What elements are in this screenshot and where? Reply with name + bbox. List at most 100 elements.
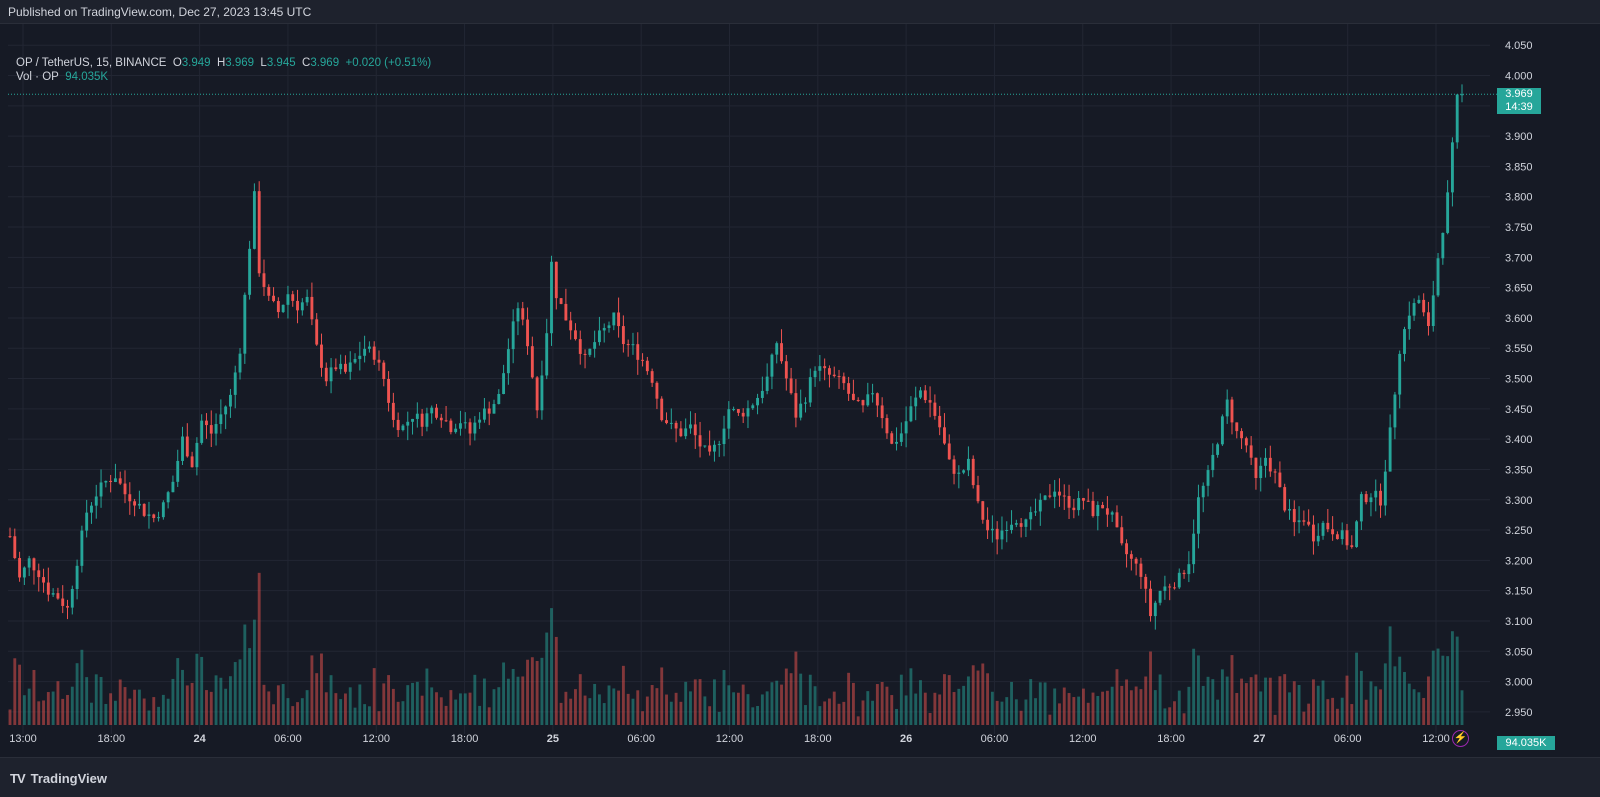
candle-body [727, 409, 731, 429]
volume-bar [444, 705, 448, 725]
candle-body [406, 421, 410, 426]
volume-bar [435, 692, 438, 725]
volume-bar [147, 710, 151, 725]
candle-body [909, 406, 913, 422]
candle-body [1355, 521, 1359, 547]
candle-body [1029, 512, 1033, 520]
candle-body [315, 319, 319, 345]
volume-bar [856, 716, 860, 725]
volume-bar [1244, 683, 1248, 725]
candle-body [1388, 427, 1392, 472]
candle-body [1254, 457, 1258, 479]
volume-bar [612, 688, 616, 725]
volume-bar [712, 679, 716, 725]
volume-bar [90, 702, 93, 725]
volume-bar [990, 691, 994, 725]
volume-bar [986, 673, 990, 725]
volume-bar [157, 706, 160, 725]
price-axis[interactable]: 4.0504.0003.9503.9003.8503.8003.7503.700… [1505, 40, 1533, 719]
price-chart[interactable]: 4.0504.0003.9503.9003.8503.8003.7503.700… [0, 24, 1600, 757]
candle-body [1273, 471, 1277, 473]
candle-body [1024, 519, 1028, 527]
volume-bar [621, 665, 625, 725]
volume-bar [1058, 703, 1061, 725]
candle-body [459, 423, 462, 429]
candle-body [607, 325, 611, 328]
candle-body [698, 435, 702, 447]
volume-bar [459, 693, 462, 725]
candle-body [564, 303, 568, 321]
candle-body [554, 261, 558, 299]
candle-body [305, 296, 309, 303]
time-axis[interactable]: 13:00 18:00 24 06:00 12:00 18:00 25 06:00 12:00 1… [9, 733, 1450, 745]
candle-body [214, 424, 218, 434]
candle-body [334, 367, 338, 370]
volume-bar [895, 708, 898, 725]
volume-bar [1187, 686, 1191, 725]
volume-bar [760, 694, 764, 725]
candle-body [650, 371, 654, 383]
volume-bar [358, 684, 362, 725]
volume-bar [559, 702, 563, 725]
volume-bar [123, 687, 127, 725]
brand-name: TradingView [30, 770, 107, 786]
volume-bar [1139, 689, 1143, 725]
candle-body [966, 458, 970, 471]
price-tick-label: 4.050 [1505, 40, 1533, 52]
candle-body [1422, 299, 1426, 313]
symbol-label[interactable]: OP / TetherUS, 15, BINANCE [16, 57, 167, 69]
volume-bar [492, 689, 496, 725]
candle-body [454, 428, 458, 433]
volume-bar [679, 701, 683, 725]
volume-bar [602, 703, 606, 725]
volume-bar [1431, 650, 1435, 725]
volume-bar [85, 677, 89, 725]
candle-body [171, 481, 175, 493]
candle-body [703, 445, 707, 447]
high-label: H [216, 57, 226, 69]
volume-bar [56, 681, 60, 725]
candle-body [1335, 534, 1339, 540]
volume-bar [823, 701, 827, 725]
candle-body [233, 372, 237, 395]
price-tick-label: 3.200 [1505, 555, 1533, 567]
candle-body [1182, 572, 1186, 575]
volume-bar [104, 703, 108, 725]
volume-bar [286, 698, 290, 725]
candle-body [665, 420, 668, 424]
volume-bar [1312, 679, 1315, 725]
candle-body [885, 418, 889, 434]
volume-bar [981, 663, 985, 725]
volume-bar [281, 684, 285, 725]
volume-label[interactable]: Vol · OP [16, 71, 59, 83]
price-tick-label: 3.900 [1505, 131, 1533, 143]
candle-body [856, 399, 860, 401]
candle-body [708, 445, 712, 452]
volume-bar [137, 689, 141, 725]
candle-body [928, 400, 932, 403]
tradingview-logo[interactable]: TV TradingView [10, 768, 107, 788]
volume-bar [799, 673, 803, 725]
candle-body [1125, 543, 1128, 555]
volume-bar [506, 678, 510, 725]
flash-icon[interactable]: ⚡ [1452, 730, 1469, 747]
volume-bar [1254, 674, 1258, 725]
volume-bar [540, 657, 544, 725]
candle-body [70, 589, 74, 608]
volume-bar [645, 696, 649, 725]
volume-bar [27, 688, 31, 725]
candle-body [411, 418, 414, 422]
candle-body [712, 444, 716, 452]
footer: TV TradingView [0, 757, 1600, 797]
volume-bar [463, 693, 467, 725]
candle-body [1139, 563, 1143, 577]
chart-area[interactable]: 4.0504.0003.9503.9003.8503.8003.7503.700… [0, 24, 1600, 757]
candle-body [521, 308, 525, 320]
volume-bar [1292, 681, 1296, 725]
candle-body [435, 407, 438, 418]
volume-bar [1427, 676, 1430, 725]
candle-body [780, 343, 783, 362]
volume-bar [727, 685, 731, 725]
volume-bar [22, 695, 26, 725]
volume-bar [396, 701, 400, 725]
